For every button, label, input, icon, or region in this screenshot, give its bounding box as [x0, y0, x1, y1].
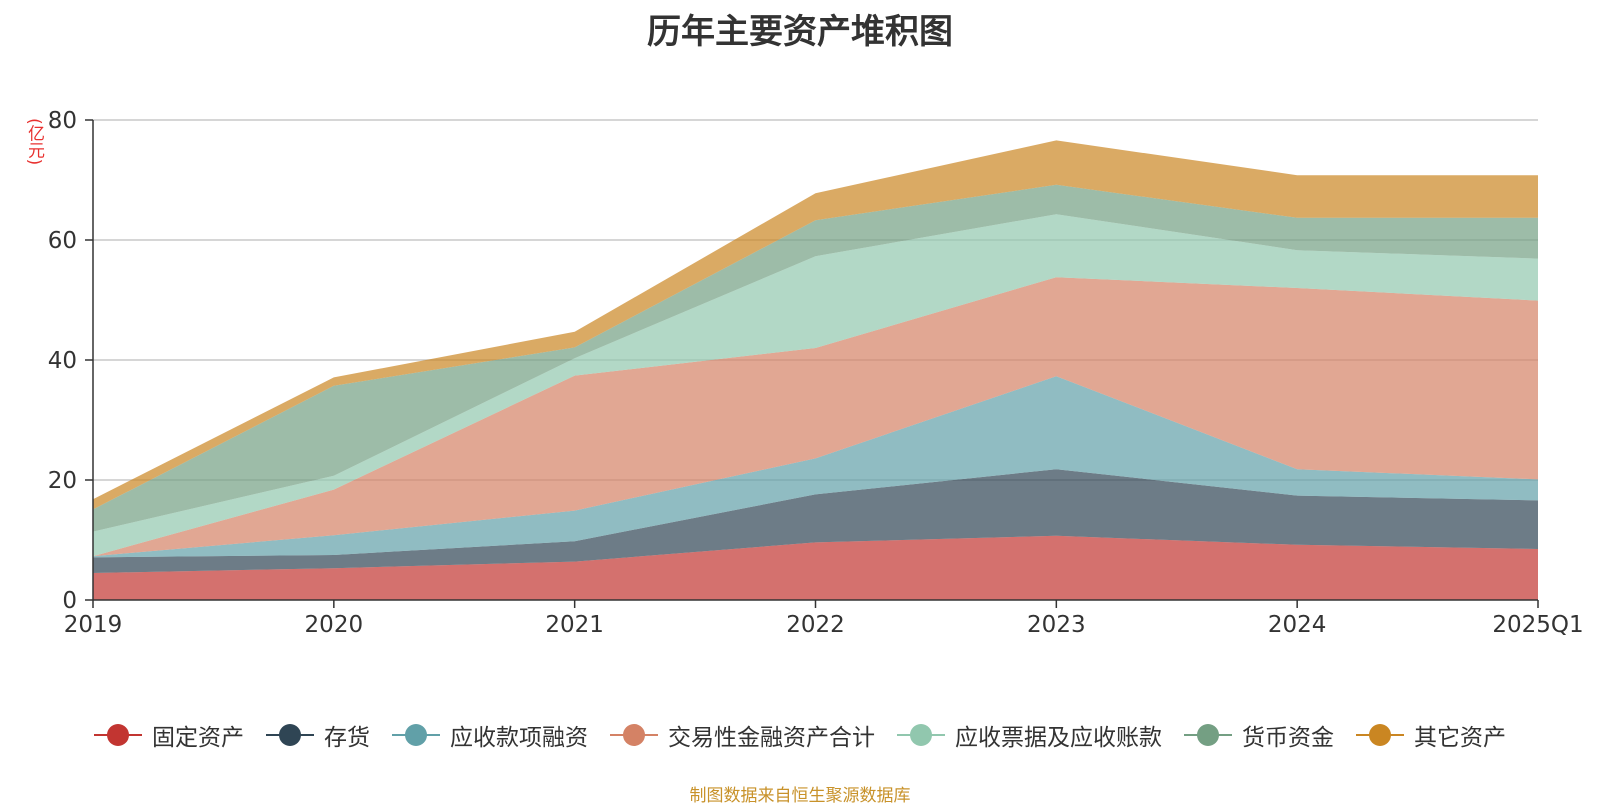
area-series-3 [93, 277, 1538, 557]
x-tick-label: 2021 [545, 612, 604, 638]
legend-marker-icon [392, 724, 440, 746]
legend-dot [107, 724, 129, 746]
legend-item[interactable]: 固定资产 [94, 718, 244, 752]
x-tick-label: 2025Q1 [1492, 612, 1583, 638]
area-series [93, 140, 1538, 600]
legend-item[interactable]: 货币资金 [1184, 718, 1334, 752]
axes [85, 119, 1539, 608]
y-tick-label: 60 [48, 228, 77, 254]
legend-label: 其它资产 [1414, 725, 1506, 751]
legend-dot [1197, 724, 1219, 746]
y-tick-label: 20 [48, 468, 77, 494]
area-series-6 [93, 140, 1538, 510]
legend-dot [910, 724, 932, 746]
legend-dot [623, 724, 645, 746]
legend-item[interactable]: 应收票据及应收账款 [897, 718, 1162, 752]
legend-marker-icon [897, 724, 945, 746]
legend-marker-icon [94, 724, 142, 746]
legend-dot [405, 724, 427, 746]
source-note: 制图数据来自恒生聚源数据库 [689, 786, 911, 806]
legend-dot [279, 724, 301, 746]
legend-label: 应收款项融资 [450, 725, 588, 751]
legend-label: 固定资产 [152, 725, 244, 751]
x-tick-label: 2020 [305, 612, 364, 638]
area-series-5 [93, 184, 1538, 532]
stacked-area-chart: 0 20 40 60 80 2019 2020 2021 2022 2023 2024 2025Q1 [48, 108, 1584, 638]
legend-item[interactable]: 其它资产 [1356, 718, 1506, 752]
legend-marker-icon [266, 724, 314, 746]
x-tick-label: 2024 [1268, 612, 1327, 638]
legend-item[interactable]: 交易性金融资产合计 [610, 718, 875, 752]
y-tick-label: 0 [62, 588, 77, 614]
x-tick-label: 2022 [786, 612, 845, 638]
x-tick-label: 2019 [64, 612, 123, 638]
legend-marker-icon [1356, 724, 1404, 746]
legend-item[interactable]: 存货 [266, 718, 370, 752]
y-axis-unit: (亿元) [24, 118, 44, 166]
legend-label: 货币资金 [1242, 725, 1334, 751]
area-series-4 [93, 214, 1538, 557]
x-tick-label: 2023 [1027, 612, 1086, 638]
legend-label: 存货 [324, 725, 370, 751]
tick-labels: 0 20 40 60 80 2019 2020 2021 2022 2023 2024 2025Q1 [48, 108, 1584, 638]
legend-marker-icon [1184, 724, 1232, 746]
legend: 固定资产 存货 应收款项融资 交易性金融资产合计 应收票据及应收账款 货币资金 其它资产 [0, 718, 1600, 752]
y-tick-label: 40 [48, 348, 77, 374]
legend-dot [1369, 724, 1391, 746]
legend-marker-icon [610, 724, 658, 746]
legend-item[interactable]: 应收款项融资 [392, 718, 588, 752]
legend-label: 应收票据及应收账款 [955, 725, 1162, 751]
legend-label: 交易性金融资产合计 [668, 725, 875, 751]
y-tick-label: 80 [48, 108, 77, 134]
area-series-2 [93, 376, 1538, 558]
chart-title: 历年主要资产堆积图 [647, 12, 953, 52]
area-series-0 [93, 535, 1538, 600]
area-series-1 [93, 469, 1538, 573]
